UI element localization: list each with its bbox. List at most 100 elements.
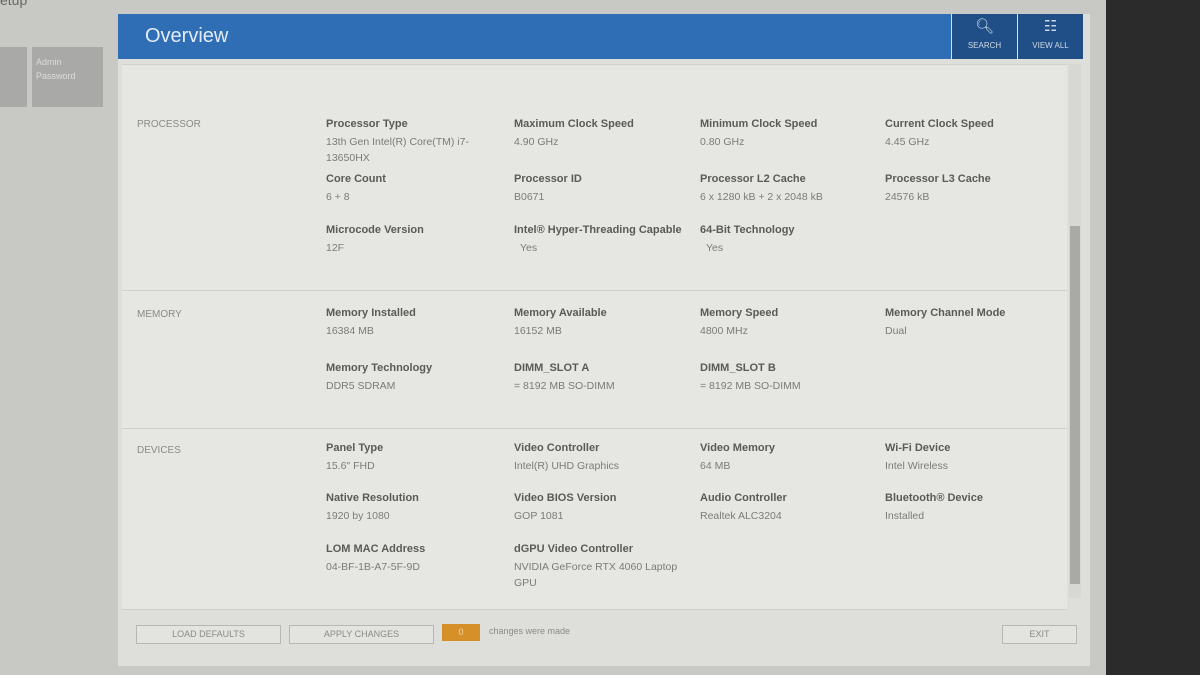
field-value: 15.6" FHD [326, 460, 375, 472]
divider [122, 428, 1067, 429]
field-label: Current Clock Speed [885, 118, 994, 130]
sliders-icon: ☷ [1043, 18, 1058, 35]
field-value: 24576 kB [885, 191, 930, 203]
apply-changes-button[interactable]: APPLY CHANGES [289, 625, 434, 644]
info-field: Memory Available 16152 MB [514, 307, 694, 339]
field-label: Memory Available [514, 307, 607, 319]
field-value: NVIDIA GeForce RTX 4060 Laptop GPU [514, 561, 678, 589]
field-value: 4.90 GHz [514, 136, 559, 148]
field-label: LOM MAC Address [326, 543, 426, 555]
field-value: = 8192 MB SO-DIMM [514, 380, 615, 392]
field-label: Memory Speed [700, 307, 779, 319]
info-field: 64-Bit Technology Yes [700, 224, 880, 256]
scrollbar-thumb[interactable] [1070, 226, 1080, 584]
info-field: Processor ID B0671 [514, 173, 694, 205]
field-label: Memory Installed [326, 307, 416, 319]
field-label: Processor Type [326, 118, 408, 130]
info-field: Memory Technology DDR5 SDRAM [326, 362, 506, 394]
screen-bezel [1106, 0, 1200, 675]
changes-count-badge: 0 [442, 624, 480, 641]
search-icon: 🔍︎ [974, 18, 995, 35]
page-header: Overview [118, 14, 951, 59]
field-label: Processor ID [514, 173, 582, 185]
field-value: = 8192 MB SO-DIMM [700, 380, 801, 392]
field-label: Bluetooth® Device [885, 492, 983, 504]
changes-text: changes were made [489, 626, 571, 636]
view-all-label: VIEW ALL [1032, 41, 1069, 50]
field-value: Realtek ALC3204 [700, 510, 782, 522]
field-value: 13th Gen Intel(R) Core(TM) i7-13650HX [326, 136, 469, 164]
info-field: Wi-Fi Device Intel Wireless [885, 442, 1065, 474]
field-value: 6 + 8 [326, 191, 350, 203]
info-field: Audio Controller Realtek ALC3204 [700, 492, 880, 524]
view-all-button[interactable]: ☷ VIEW ALL [1018, 14, 1083, 59]
info-field: Native Resolution 1920 by 1080 [326, 492, 506, 524]
field-label: Video BIOS Version [514, 492, 617, 504]
info-field: Memory Installed 16384 MB [326, 307, 506, 339]
field-value: Yes [520, 242, 538, 254]
info-field: Maximum Clock Speed 4.90 GHz [514, 118, 694, 150]
field-label: Minimum Clock Speed [700, 118, 818, 130]
exit-button[interactable]: EXIT [1002, 625, 1077, 644]
field-value: 16152 MB [514, 325, 562, 337]
section-title-memory: MEMORY [137, 309, 182, 320]
field-value: 12F [326, 242, 345, 254]
sidebar-tile-label: Admin Password [36, 57, 76, 81]
field-label: Native Resolution [326, 492, 419, 504]
info-field: dGPU Video Controller NVIDIA GeForce RTX … [514, 543, 694, 591]
search-button[interactable]: 🔍︎ SEARCH [952, 14, 1017, 59]
field-value: 6 x 1280 kB + 2 x 2048 kB [700, 191, 823, 203]
info-field: Core Count 6 + 8 [326, 173, 506, 205]
field-value: 4800 MHz [700, 325, 748, 337]
field-label: Panel Type [326, 442, 384, 454]
info-field: Processor Type 13th Gen Intel(R) Core(TM)… [326, 118, 506, 166]
field-value: 16384 MB [326, 325, 374, 337]
info-field: DIMM_SLOT A = 8192 MB SO-DIMM [514, 362, 694, 394]
field-label: Wi-Fi Device [885, 442, 951, 454]
overview-content [122, 64, 1067, 610]
info-field: Processor L3 Cache 24576 kB [885, 173, 1065, 205]
search-label: SEARCH [967, 41, 1002, 50]
info-field: Intel® Hyper-Threading Capable Yes [514, 224, 694, 256]
section-title-devices: DEVICES [137, 445, 181, 456]
load-defaults-button[interactable]: LOAD DEFAULTS [136, 625, 281, 644]
app-title: etup [0, 0, 28, 8]
field-label: Core Count [326, 173, 386, 185]
info-field: Video BIOS Version GOP 1081 [514, 492, 694, 524]
field-value: 4.45 GHz [885, 136, 930, 148]
field-value: Dual [885, 325, 907, 337]
field-label: DIMM_SLOT A [514, 362, 590, 374]
field-label: Processor L2 Cache [700, 173, 806, 185]
field-value: 0.80 GHz [700, 136, 745, 148]
info-field: Video Memory 64 MB [700, 442, 880, 474]
field-value: DDR5 SDRAM [326, 380, 396, 392]
field-value: 04-BF-1B-A7-5F-9D [326, 561, 420, 573]
sidebar-tile[interactable] [0, 47, 27, 107]
page-title: Overview [145, 25, 229, 47]
info-field: Memory Channel Mode Dual [885, 307, 1065, 339]
field-value: Intel(R) UHD Graphics [514, 460, 620, 472]
info-field: DIMM_SLOT B = 8192 MB SO-DIMM [700, 362, 880, 394]
field-value: Yes [706, 242, 724, 254]
field-label: Video Memory [700, 442, 775, 454]
info-field: Bluetooth® Device Installed [885, 492, 1065, 524]
field-label: dGPU Video Controller [514, 543, 633, 555]
field-label: Maximum Clock Speed [514, 118, 634, 130]
info-field: Minimum Clock Speed 0.80 GHz [700, 118, 880, 150]
field-label: DIMM_SLOT B [700, 362, 776, 374]
field-label: 64-Bit Technology [700, 224, 795, 236]
field-value: GOP 1081 [514, 510, 564, 522]
divider [122, 609, 1067, 610]
field-value: Intel Wireless [885, 460, 949, 472]
info-field: Video Controller Intel(R) UHD Graphics [514, 442, 694, 474]
field-value: B0671 [514, 191, 545, 203]
divider [122, 290, 1067, 291]
field-label: Memory Technology [326, 362, 433, 374]
info-field: Panel Type 15.6" FHD [326, 442, 506, 474]
info-field: Memory Speed 4800 MHz [700, 307, 880, 339]
field-label: Intel® Hyper-Threading Capable [514, 224, 682, 236]
sidebar-tile-admin-password[interactable]: Admin Password [32, 47, 103, 107]
field-value: 64 MB [700, 460, 731, 472]
field-label: Audio Controller [700, 492, 787, 504]
field-value: Installed [885, 510, 925, 522]
